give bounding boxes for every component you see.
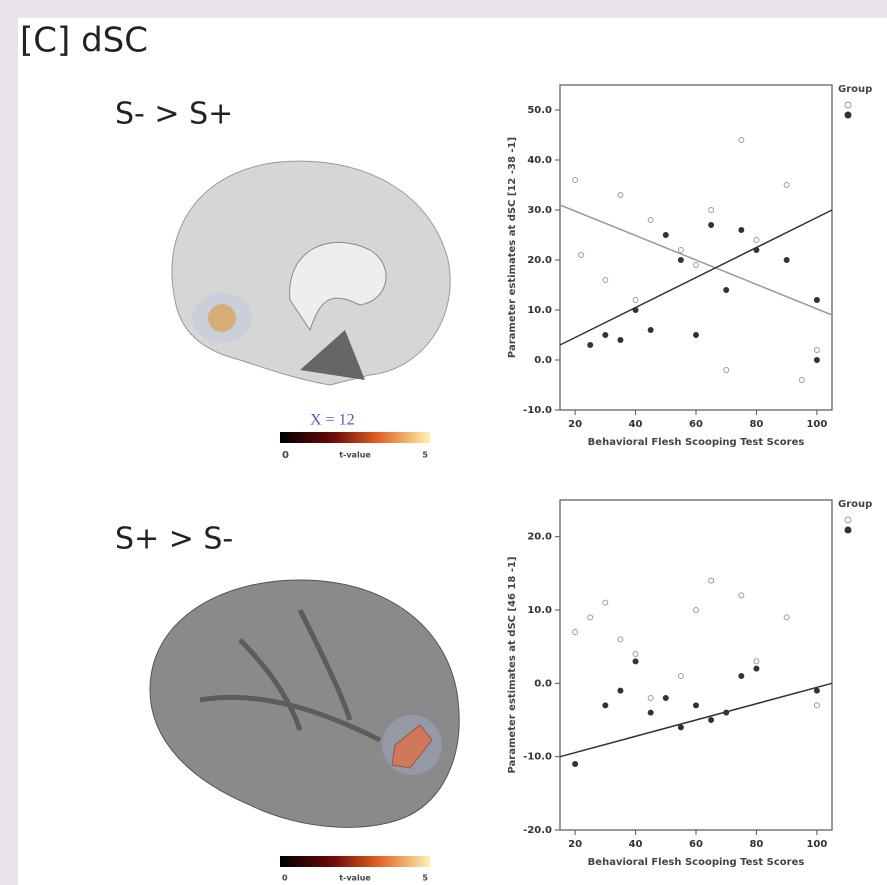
data-point — [678, 725, 683, 730]
data-point — [603, 703, 608, 708]
data-point — [618, 338, 623, 343]
legend-title: Group — [838, 499, 872, 510]
contrast-label: S+ > S- — [115, 522, 233, 557]
legend-title: Group — [838, 84, 872, 95]
y-axis-label: Parameter estimates at dSC [12 -38 -1] — [507, 137, 518, 358]
data-point — [784, 258, 789, 263]
colorbar-label: t-value — [339, 874, 371, 883]
data-point — [739, 674, 744, 679]
colorbar-max: 5 — [422, 874, 428, 883]
data-point — [678, 258, 683, 263]
data-point — [648, 710, 653, 715]
colorbar-min: 0 — [282, 450, 289, 461]
plot-area — [560, 85, 832, 410]
y-tick-label: 30.0 — [527, 205, 552, 216]
data-point — [709, 223, 714, 228]
y-tick-label: 40.0 — [527, 155, 552, 166]
x-tick-label: 40 — [629, 419, 643, 430]
page: {"figure": {"title": "[C] dSC", "panels"… — [0, 0, 887, 885]
data-point — [754, 248, 759, 253]
colorbar-max: 5 — [422, 451, 428, 460]
y-tick-label: -10.0 — [523, 405, 552, 416]
colorbar — [280, 856, 430, 867]
data-point — [754, 666, 759, 671]
data-point — [618, 688, 623, 693]
y-tick-label: -20.0 — [523, 825, 552, 836]
x-tick-label: 100 — [806, 839, 827, 850]
data-point — [814, 298, 819, 303]
legend-marker — [845, 112, 851, 118]
legend-marker — [845, 527, 851, 533]
data-point — [814, 358, 819, 363]
x-tick-label: 80 — [749, 419, 763, 430]
x-tick-label: 20 — [568, 839, 582, 850]
slice-label: X = 12 — [310, 412, 355, 429]
figure-title: [C] dSC — [20, 21, 148, 61]
x-axis-label: Behavioral Flesh Scooping Test Scores — [588, 437, 805, 448]
y-tick-label: 20.0 — [527, 532, 552, 543]
colorbar-min: 0 — [282, 874, 288, 883]
x-tick-label: 80 — [749, 839, 763, 850]
y-tick-label: 50.0 — [527, 105, 552, 116]
data-point — [633, 308, 638, 313]
x-tick-label: 100 — [806, 419, 827, 430]
data-point — [739, 228, 744, 233]
y-axis-label: Parameter estimates at dSC [46 18 -1] — [507, 556, 518, 773]
colorbar-label: t-value — [339, 451, 371, 460]
data-point — [724, 710, 729, 715]
x-tick-label: 60 — [689, 839, 703, 850]
x-tick-label: 40 — [629, 839, 643, 850]
y-tick-label: 10.0 — [527, 305, 552, 316]
plot-area — [560, 500, 832, 830]
data-point — [814, 688, 819, 693]
figure: [C] dSC S- > S+ S+ > S- X = 12 0 t-value… — [0, 0, 887, 885]
contrast-label: S- > S+ — [115, 97, 233, 132]
y-tick-label: 0.0 — [534, 355, 552, 366]
data-point — [709, 718, 714, 723]
y-tick-label: -10.0 — [523, 752, 552, 763]
data-point — [603, 333, 608, 338]
data-point — [694, 703, 699, 708]
colorbar — [280, 432, 430, 443]
data-point — [694, 333, 699, 338]
y-tick-label: 10.0 — [527, 605, 552, 616]
y-tick-label: 0.0 — [534, 678, 552, 689]
data-point — [573, 762, 578, 767]
data-point — [648, 328, 653, 333]
y-tick-label: 20.0 — [527, 255, 552, 266]
x-tick-label: 20 — [568, 419, 582, 430]
data-point — [588, 343, 593, 348]
x-tick-label: 60 — [689, 419, 703, 430]
data-point — [663, 696, 668, 701]
data-point — [633, 659, 638, 664]
data-point — [724, 288, 729, 293]
x-axis-label: Behavioral Flesh Scooping Test Scores — [588, 857, 805, 868]
data-point — [663, 233, 668, 238]
